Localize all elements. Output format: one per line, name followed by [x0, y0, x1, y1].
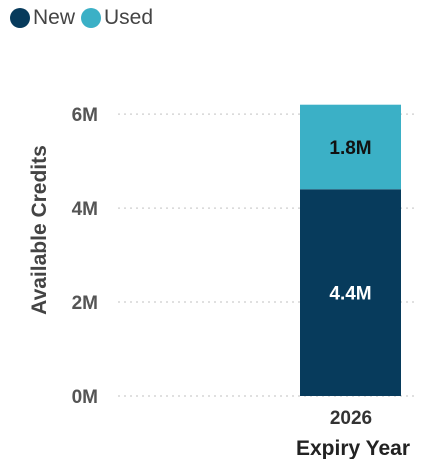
x-tick-label: 2026 — [330, 408, 372, 429]
bar-segment-new[interactable] — [300, 189, 401, 396]
y-axis-ticks: 0M 2M 4M 6M — [72, 105, 98, 408]
y-tick-label: 4M — [72, 199, 98, 220]
legend-item-new[interactable]: New — [10, 6, 75, 30]
x-axis-title: Expiry Year — [296, 437, 410, 459]
y-tick-label: 2M — [72, 293, 98, 314]
legend-swatch-used — [81, 8, 102, 28]
legend-label-new: New — [33, 6, 76, 29]
y-tick-label: 6M — [72, 105, 98, 126]
y-axis-title: Available Credits — [28, 145, 51, 315]
data-labels: 4.4M 1.8M — [329, 138, 371, 305]
legend-swatch-new — [10, 8, 30, 28]
legend-label-used: Used — [104, 6, 154, 29]
chart-legend: New Used — [10, 6, 159, 30]
bars — [300, 104, 401, 396]
legend-item-used[interactable]: Used — [81, 6, 153, 30]
bar-segment-used[interactable] — [300, 104, 401, 190]
data-label-used: 1.8M — [329, 138, 371, 159]
y-tick-label: 0M — [72, 387, 98, 408]
data-label-new: 4.4M — [329, 284, 371, 305]
